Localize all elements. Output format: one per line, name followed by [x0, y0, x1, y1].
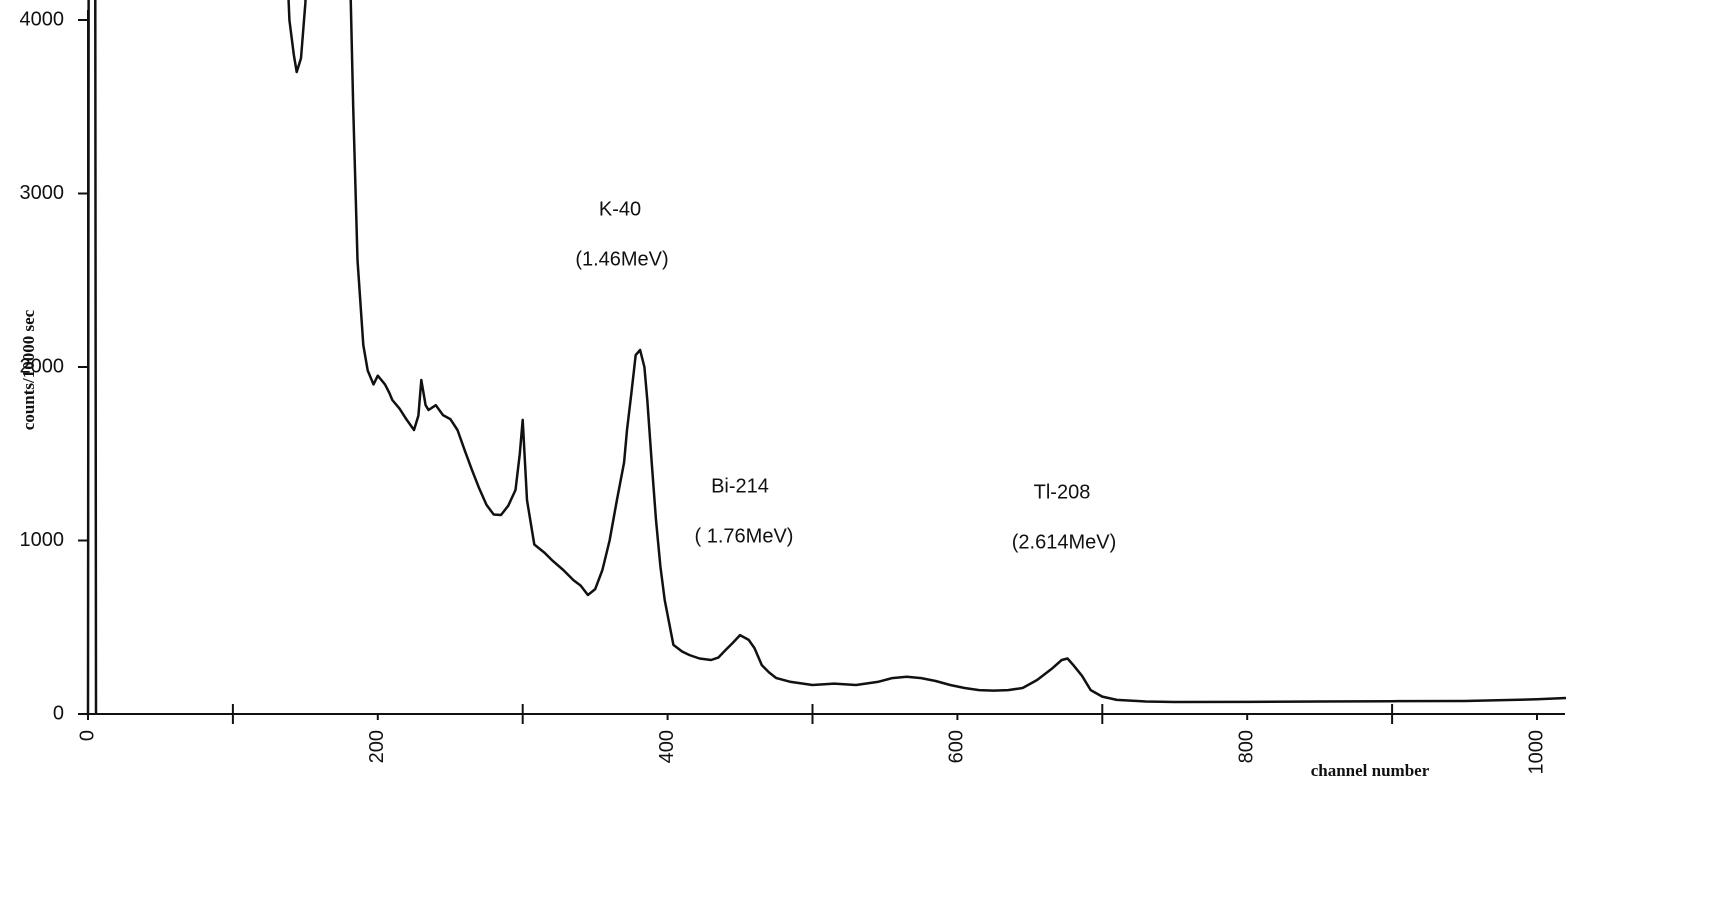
x-tick-label: 600 — [946, 730, 968, 763]
x-tick-label: 0 — [76, 730, 98, 741]
annotation: K-40 — [599, 198, 641, 220]
annotation: (2.614MeV) — [1012, 531, 1117, 553]
spectrum-line — [88, 0, 1566, 714]
y-tick-label: 1000 — [20, 529, 65, 551]
x-tick-label: 400 — [656, 730, 678, 763]
y-tick-label: 3000 — [20, 182, 65, 204]
x-tick-label: 200 — [366, 730, 388, 763]
x-tick-label: 1000 — [1525, 730, 1547, 775]
y-tick-label: 2000 — [20, 355, 65, 377]
annotation: Tl-208 — [1034, 481, 1091, 503]
annotation: (1.46MeV) — [575, 248, 668, 270]
x-tick-label: 800 — [1235, 730, 1257, 763]
x-axis-label: channel number — [1311, 761, 1430, 780]
y-tick-label: 0 — [53, 702, 64, 724]
y-tick-label: 4000 — [20, 8, 65, 30]
annotation: Bi-214 — [711, 475, 769, 497]
chart: counts/10000 sec channel number K-40 (1.… — [0, 0, 1734, 899]
annotation: ( 1.76MeV) — [695, 525, 794, 547]
